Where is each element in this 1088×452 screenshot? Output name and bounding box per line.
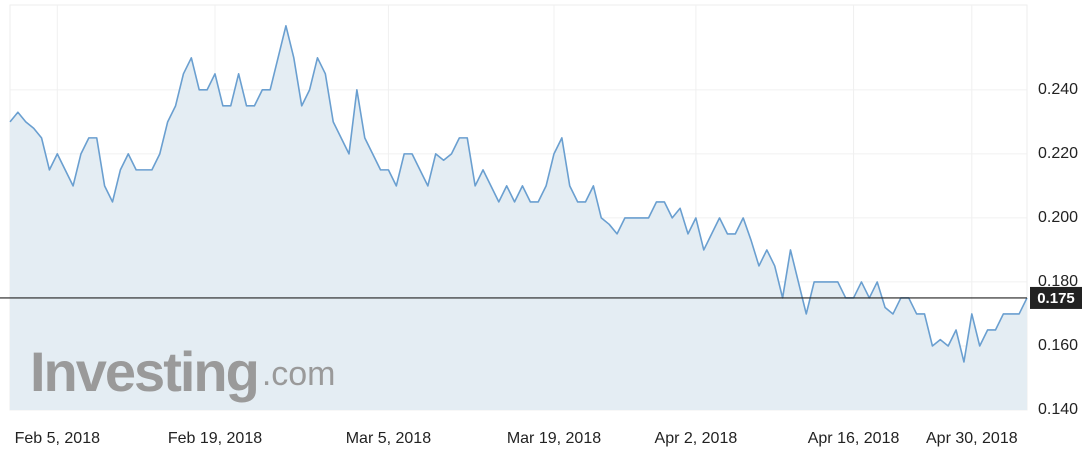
x-tick-label: Mar 5, 2018: [346, 430, 431, 447]
last-price-box: [1030, 286, 1082, 309]
x-tick-label: Feb 5, 2018: [15, 430, 101, 447]
y-tick-label: 0.200: [1038, 209, 1078, 226]
x-tick-label: Apr 30, 2018: [926, 430, 1018, 447]
y-tick-label: 0.220: [1038, 145, 1078, 162]
watermark: Investing .com: [30, 340, 336, 403]
y-tick-label: 0.240: [1038, 81, 1078, 98]
price-line: [9, 25, 1028, 363]
watermark-brand: Investing: [30, 340, 258, 403]
y-tick-label: 0.180: [1038, 273, 1078, 290]
x-tick-label: Mar 19, 2018: [507, 430, 601, 447]
area: [10, 25, 1027, 411]
y-tick-label: 0.140: [1038, 401, 1078, 418]
last-price-label: 0.175: [1037, 290, 1075, 307]
x-tick-label: Feb 19, 2018: [168, 430, 262, 447]
x-tick-label: Apr 16, 2018: [808, 430, 900, 447]
x-tick-label: Apr 2, 2018: [655, 430, 738, 447]
y-tick-label: 0.160: [1038, 337, 1078, 354]
watermark-suffix: .com: [262, 355, 336, 393]
